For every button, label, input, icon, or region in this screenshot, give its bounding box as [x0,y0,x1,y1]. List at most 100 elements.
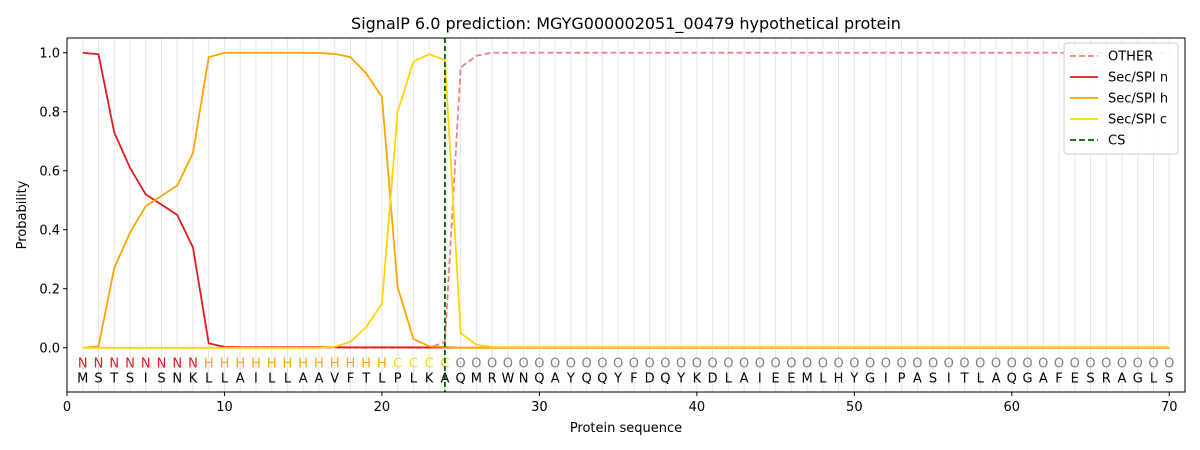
legend-box [1063,42,1179,155]
vertical-grid [82,38,1170,392]
region-label: H [298,357,308,372]
region-label: H [267,357,277,372]
x-tick-label: 50 [846,400,863,415]
residue-letter: I [947,371,951,386]
residue-letter: Y [566,371,575,386]
residue-letter: M [77,371,88,386]
region-label: O [896,357,906,372]
region-label: H [283,357,293,372]
region-label: N [78,357,88,372]
residue-letter: A [913,371,922,386]
region-label: O [456,357,466,372]
region-label: O [1164,357,1174,372]
y-axis-ticks: 0.0 0.2 0.4 0.6 0.8 1.0 [39,46,67,356]
region-label: O [833,357,843,372]
region-label: O [928,357,938,372]
region-label: O [1117,357,1127,372]
chart-title: SignalP 6.0 prediction: MGYG000002051_00… [351,14,901,34]
region-label: O [613,357,623,372]
residue-letter: Q [597,371,607,386]
residue-letter: L [284,371,292,386]
y-tick-label: 0.6 [39,164,60,179]
residue-letter: P [898,371,906,386]
residue-letter: S [157,371,165,386]
residue-letter: F [347,371,354,386]
legend-label: Sec/SPI n [1108,71,1168,86]
residue-letter: L [268,371,276,386]
region-label: C [393,357,402,372]
x-tick-label: 30 [531,400,548,415]
region-label: O [629,357,639,372]
residue-letter: A [992,371,1001,386]
region-label: O [707,357,717,372]
residue-letter: Q [1007,371,1017,386]
region-label: O [692,357,702,372]
x-tick-label: 10 [216,400,233,415]
residue-letter: G [1133,371,1143,386]
region-label: N [109,357,119,372]
residue-letter: Q [456,371,466,386]
region-label: O [1133,357,1143,372]
residue-letter: R [1102,371,1111,386]
residue-letter: E [787,371,795,386]
residue-letter: D [645,371,655,386]
residue-letter: I [254,371,258,386]
region-label: N [157,357,167,372]
residue-letter: G [865,371,875,386]
region-label: N [141,357,151,372]
region-label: H [346,357,356,372]
residue-letter: R [488,371,497,386]
residue-letter: V [330,371,339,386]
residue-letter: H [834,371,844,386]
region-label: O [487,357,497,372]
region-label: C [409,357,418,372]
axes-frame [66,37,1186,393]
residue-letter: T [960,371,969,386]
residue-letter: S [1086,371,1094,386]
residue-letter: S [929,371,937,386]
legend-label: Sec/SPI c [1108,113,1167,128]
y-tick-label: 0.2 [39,282,60,297]
region-label: O [597,357,607,372]
region-label: O [865,357,875,372]
region-label: O [1070,357,1080,372]
region-label: O [802,357,812,372]
legend-label: CS [1108,134,1125,149]
residue-letter: F [630,371,637,386]
region-label: O [1085,357,1095,372]
region-label: H [220,357,230,372]
residue-letter: T [109,371,118,386]
region-label: H [251,357,261,372]
region-label: H [314,357,324,372]
sequence-labels: NMNSNTNSNINSNNNKHLHLHAHIHLHLHAHAHVHFHTHL… [77,357,1174,387]
residue-letter: L [221,371,229,386]
region-label: O [912,357,922,372]
region-label: O [566,357,576,372]
residue-letter: A [740,371,749,386]
region-label: O [849,357,859,372]
region-label: O [582,357,592,372]
residue-letter: L [410,371,418,386]
residue-letter: G [1022,371,1032,386]
residue-letter: Q [582,371,592,386]
residue-letter: A [299,371,308,386]
region-label: N [188,357,198,372]
residue-letter: S [126,371,134,386]
x-axis-label: Protein sequence [570,421,682,436]
residue-letter: E [771,371,779,386]
region-label: O [676,357,686,372]
region-label: H [377,357,387,372]
residue-letter: K [693,371,702,386]
region-label: O [881,357,891,372]
residue-letter: T [361,371,370,386]
region-label: N [172,357,182,372]
region-label: O [755,357,765,372]
region-label: O [739,357,749,372]
residue-letter: M [471,371,482,386]
x-tick-label: 40 [689,400,706,415]
region-label: O [786,357,796,372]
series-line-sec-spi-c [82,53,1170,349]
residue-letter: L [725,371,733,386]
residue-letter: L [205,371,213,386]
